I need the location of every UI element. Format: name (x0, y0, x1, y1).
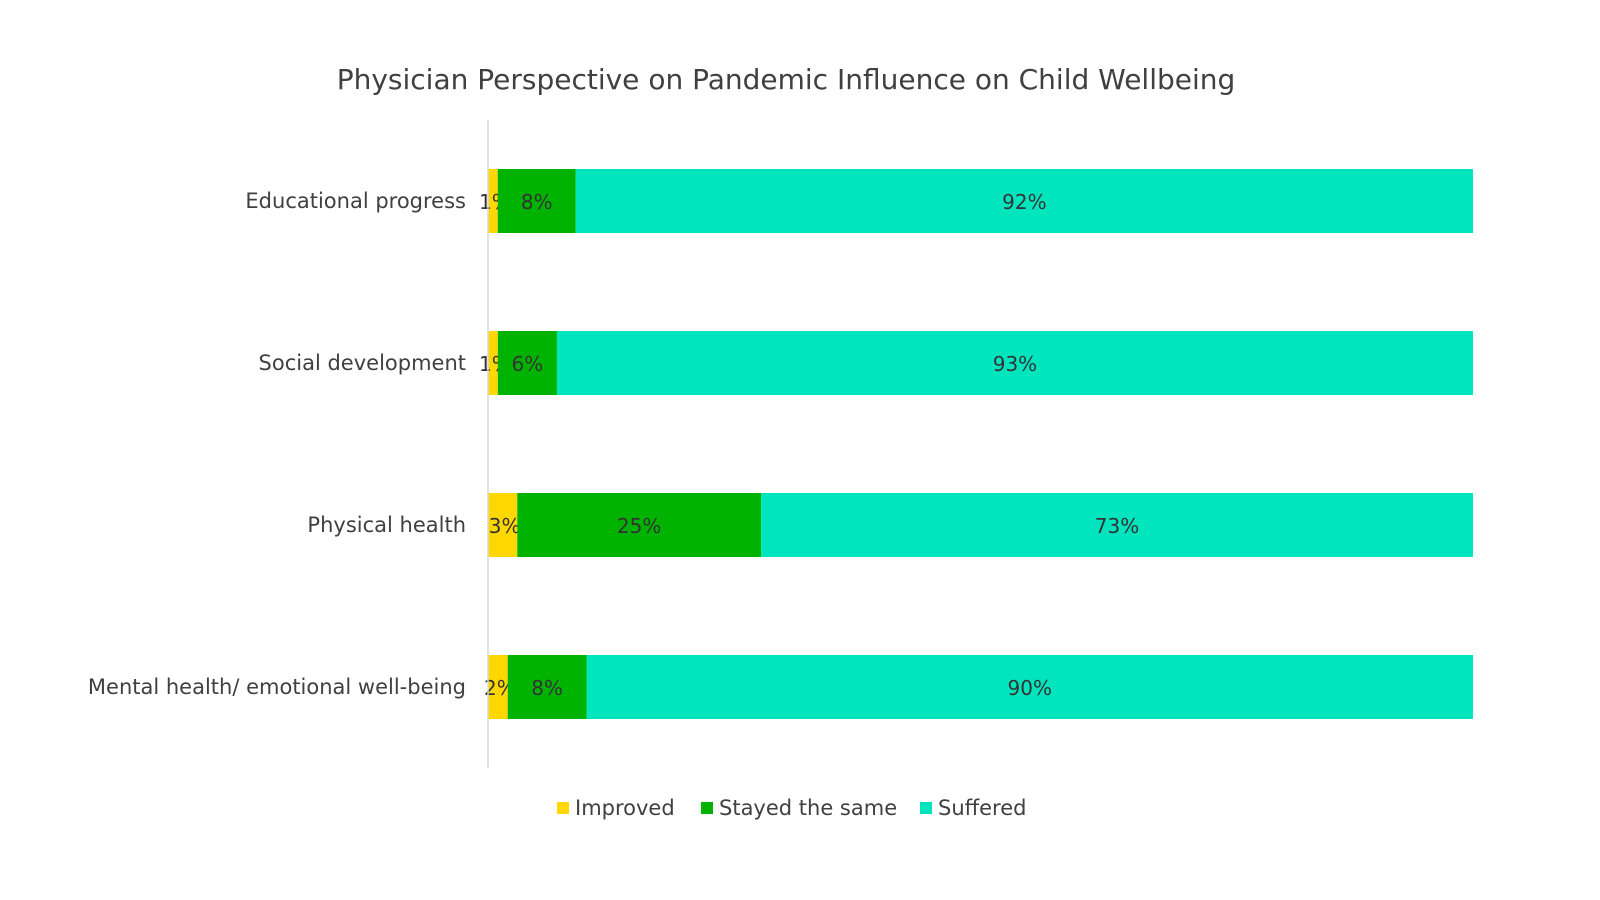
data-label-improved-physical-health: 3% (489, 514, 521, 538)
category-label-social-development: Social development (259, 351, 466, 375)
data-label-suffered-physical-health: 73% (1095, 514, 1139, 538)
bar-suffered-physical-health (761, 493, 1473, 557)
bar-improved-physical-health (488, 493, 518, 557)
legend-label-stayed-the-same: Stayed the same (719, 796, 897, 820)
data-label-suffered-educational-progress: 92% (1002, 190, 1046, 214)
category-label-mental-health-emotional-well-being: Mental health/ emotional well-being (88, 675, 466, 699)
data-label-stayed-the-same-mental-health-emotional-well-being: 8% (531, 676, 563, 700)
legend-swatch-stayed-the-same (701, 802, 713, 814)
bar-stayed-the-same-social-development (497, 331, 557, 395)
data-label-stayed-the-same-physical-health: 25% (617, 514, 661, 538)
bar-stayed-the-same-educational-progress (497, 169, 576, 233)
legend-item-stayed-the-same: Stayed the same (701, 796, 897, 820)
legend-swatch-improved (557, 802, 569, 814)
legend-item-suffered: Suffered (920, 796, 1026, 820)
legend-item-improved: Improved (557, 796, 675, 820)
legend-label-improved: Improved (575, 796, 675, 820)
bar-suffered-social-development (556, 331, 1473, 395)
data-label-stayed-the-same-social-development: 6% (512, 352, 544, 376)
category-label-physical-health: Physical health (307, 513, 466, 537)
bar-improved-mental-health-emotional-well-being (488, 655, 508, 719)
data-label-suffered-mental-health-emotional-well-being: 90% (1008, 676, 1052, 700)
bar-suffered-educational-progress (575, 169, 1473, 233)
chart-title: Physician Perspective on Pandemic Influe… (337, 63, 1236, 96)
data-label-stayed-the-same-educational-progress: 8% (521, 190, 553, 214)
bar-improved-social-development (488, 331, 498, 395)
bar-suffered-mental-health-emotional-well-being (586, 655, 1473, 719)
bar-stayed-the-same-physical-health (517, 493, 762, 557)
category-label-educational-progress: Educational progress (245, 189, 466, 213)
legend-swatch-suffered (920, 802, 932, 814)
legend-label-suffered: Suffered (938, 796, 1026, 820)
bar-improved-educational-progress (488, 169, 498, 233)
data-label-suffered-social-development: 93% (993, 352, 1037, 376)
bar-stayed-the-same-mental-health-emotional-well-being (507, 655, 587, 719)
